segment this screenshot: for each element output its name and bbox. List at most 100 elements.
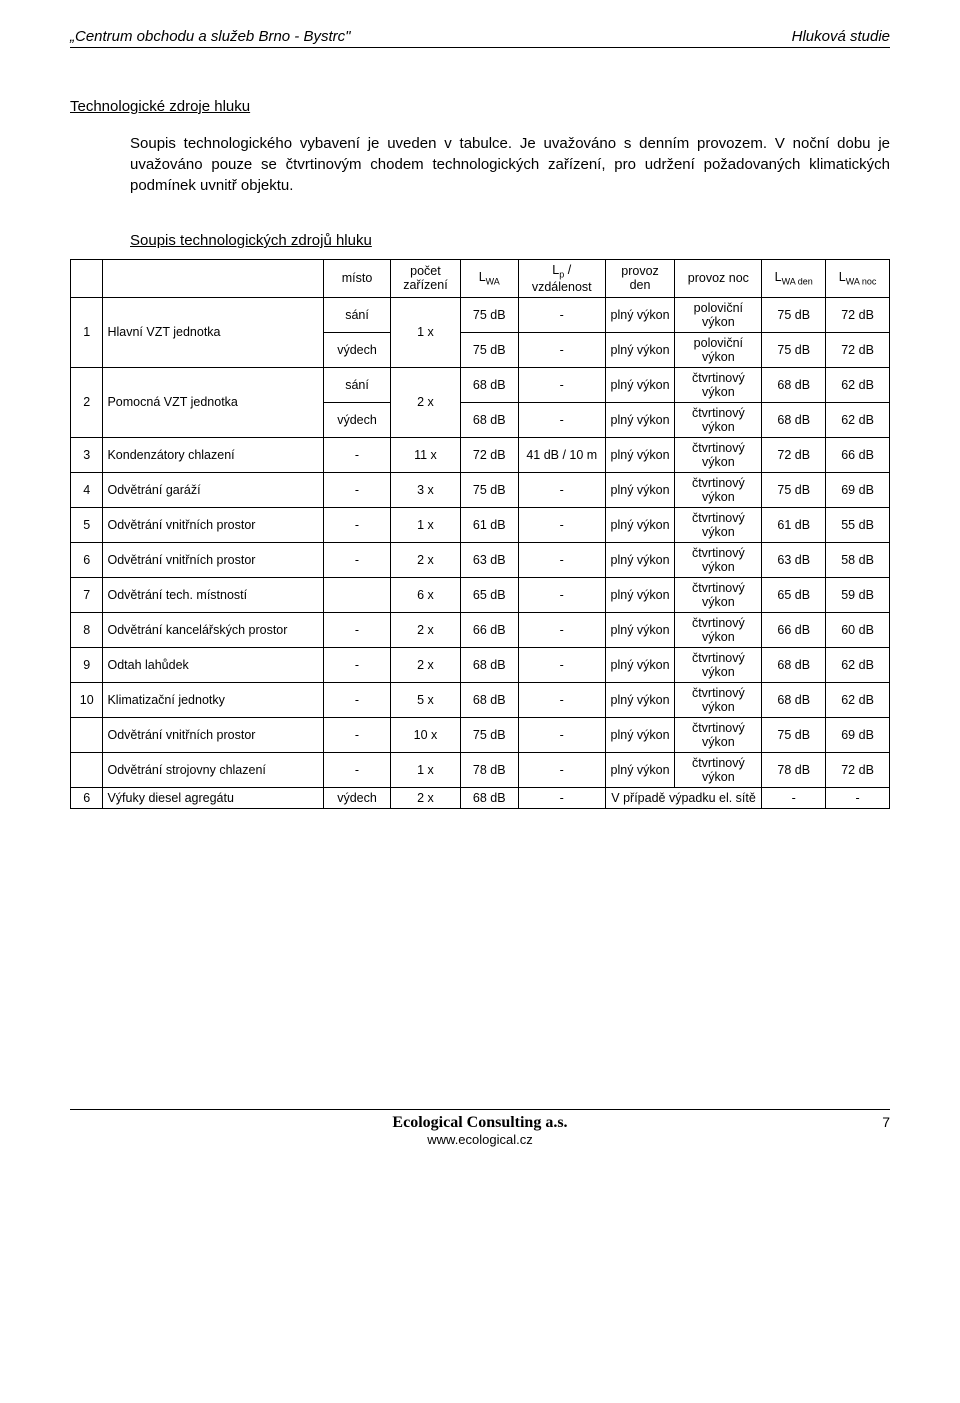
cell-lwa: 68 dB	[460, 367, 518, 402]
cell-provoz-span: V případě výpadku el. sítě	[605, 787, 762, 808]
table-row: 4Odvětrání garáží-3 x75 dB-plný výkončtv…	[71, 472, 890, 507]
cell-lp: -	[518, 577, 605, 612]
cell-count: 11 x	[391, 437, 461, 472]
cell-count: 2 x	[391, 612, 461, 647]
cell-lwa-den: 68 dB	[762, 647, 826, 682]
cell-count: 5 x	[391, 682, 461, 717]
page-footer: Ecological Consulting a.s. www.ecologica…	[70, 1109, 890, 1147]
cell-provoz-noc: čtvrtinový výkon	[675, 542, 762, 577]
cell-lwa-noc: 72 dB	[826, 752, 890, 787]
cell-provoz-noc: čtvrtinový výkon	[675, 472, 762, 507]
table-row: 9Odtah lahůdek-2 x68 dB-plný výkončtvrti…	[71, 647, 890, 682]
cell-count: 10 x	[391, 717, 461, 752]
cell-lp: -	[518, 367, 605, 402]
cell-lwa-den: 68 dB	[762, 367, 826, 402]
cell-misto: výdech	[323, 402, 390, 437]
cell-provoz-den: plný výkon	[605, 682, 675, 717]
cell-lwa-den: 63 dB	[762, 542, 826, 577]
cell-number: 5	[71, 507, 103, 542]
cell-lwa-noc: 72 dB	[826, 332, 890, 367]
cell-lp: -	[518, 542, 605, 577]
cell-provoz-den: plný výkon	[605, 507, 675, 542]
cell-lwa-den: 78 dB	[762, 752, 826, 787]
cell-name: Odvětrání kancelářských prostor	[103, 612, 323, 647]
cell-number: 6	[71, 787, 103, 808]
header-right: Hluková studie	[792, 28, 890, 45]
cell-count: 1 x	[391, 297, 461, 367]
table-row: 1Hlavní VZT jednotkasání1 x75 dB-plný vý…	[71, 297, 890, 332]
cell-lp: -	[518, 402, 605, 437]
cell-provoz-den: plný výkon	[605, 472, 675, 507]
cell-lp: -	[518, 647, 605, 682]
cell-lwa: 75 dB	[460, 332, 518, 367]
cell-count: 2 x	[391, 787, 461, 808]
cell-misto	[323, 577, 390, 612]
cell-provoz-noc: čtvrtinový výkon	[675, 752, 762, 787]
cell-lwa: 78 dB	[460, 752, 518, 787]
cell-name: Odtah lahůdek	[103, 647, 323, 682]
cell-number: 2	[71, 367, 103, 437]
cell-misto: sání	[323, 297, 390, 332]
cell-misto: -	[323, 717, 390, 752]
cell-name: Kondenzátory chlazení	[103, 437, 323, 472]
th-provoz-den: provoz den	[605, 260, 675, 298]
cell-lwa-den: 75 dB	[762, 472, 826, 507]
cell-lwa-noc: 69 dB	[826, 717, 890, 752]
cell-provoz-noc: čtvrtinový výkon	[675, 682, 762, 717]
cell-number: 7	[71, 577, 103, 612]
cell-name: Odvětrání vnitřních prostor	[103, 542, 323, 577]
table-row: 5Odvětrání vnitřních prostor-1 x61 dB-pl…	[71, 507, 890, 542]
table-header-row: místo počet zařízení LWA Lp / vzdálenost…	[71, 260, 890, 298]
header-left: „Centrum obchodu a služeb Brno - Bystrc"	[70, 28, 350, 45]
th-pocet: počet zařízení	[391, 260, 461, 298]
cell-provoz-den: plný výkon	[605, 332, 675, 367]
cell-lwa-den: 75 dB	[762, 717, 826, 752]
cell-lp: -	[518, 332, 605, 367]
cell-name: Odvětrání vnitřních prostor	[103, 717, 323, 752]
cell-lwa-den: 65 dB	[762, 577, 826, 612]
cell-lwa-den: 68 dB	[762, 402, 826, 437]
th-misto: místo	[323, 260, 390, 298]
cell-count: 3 x	[391, 472, 461, 507]
cell-lwa: 75 dB	[460, 472, 518, 507]
cell-lwa-noc: 62 dB	[826, 647, 890, 682]
cell-provoz-den: plný výkon	[605, 612, 675, 647]
cell-provoz-noc: čtvrtinový výkon	[675, 367, 762, 402]
cell-misto: -	[323, 612, 390, 647]
footer-web: www.ecological.cz	[110, 1132, 850, 1147]
table-row: Odvětrání strojovny chlazení-1 x78 dB-pl…	[71, 752, 890, 787]
cell-number: 9	[71, 647, 103, 682]
cell-provoz-noc: poloviční výkon	[675, 332, 762, 367]
cell-number	[71, 752, 103, 787]
cell-lwa-den: 75 dB	[762, 332, 826, 367]
cell-misto: sání	[323, 367, 390, 402]
cell-lwa: 63 dB	[460, 542, 518, 577]
cell-misto: -	[323, 682, 390, 717]
cell-lwa-noc: 55 dB	[826, 507, 890, 542]
cell-lwa-den: 61 dB	[762, 507, 826, 542]
th-blank	[71, 260, 103, 298]
cell-misto: -	[323, 437, 390, 472]
cell-provoz-noc: poloviční výkon	[675, 297, 762, 332]
cell-lwa-noc: 60 dB	[826, 612, 890, 647]
cell-number: 1	[71, 297, 103, 367]
cell-number	[71, 717, 103, 752]
section-title: Technologické zdroje hluku	[70, 98, 890, 115]
cell-name: Odvětrání strojovny chlazení	[103, 752, 323, 787]
cell-provoz-den: plný výkon	[605, 367, 675, 402]
cell-lwa: 61 dB	[460, 507, 518, 542]
th-provoz-noc: provoz noc	[675, 260, 762, 298]
cell-lwa-den: 66 dB	[762, 612, 826, 647]
cell-lp: -	[518, 717, 605, 752]
table-row: 10Klimatizační jednotky-5 x68 dB-plný vý…	[71, 682, 890, 717]
cell-lp: -	[518, 682, 605, 717]
th-lp: Lp / vzdálenost	[518, 260, 605, 298]
cell-count: 2 x	[391, 647, 461, 682]
cell-misto: -	[323, 752, 390, 787]
cell-lwa: 72 dB	[460, 437, 518, 472]
cell-lwa: 65 dB	[460, 577, 518, 612]
cell-number: 8	[71, 612, 103, 647]
table-row: 6Odvětrání vnitřních prostor-2 x63 dB-pl…	[71, 542, 890, 577]
cell-lwa-noc: 58 dB	[826, 542, 890, 577]
th-lwa-den: LWA den	[762, 260, 826, 298]
